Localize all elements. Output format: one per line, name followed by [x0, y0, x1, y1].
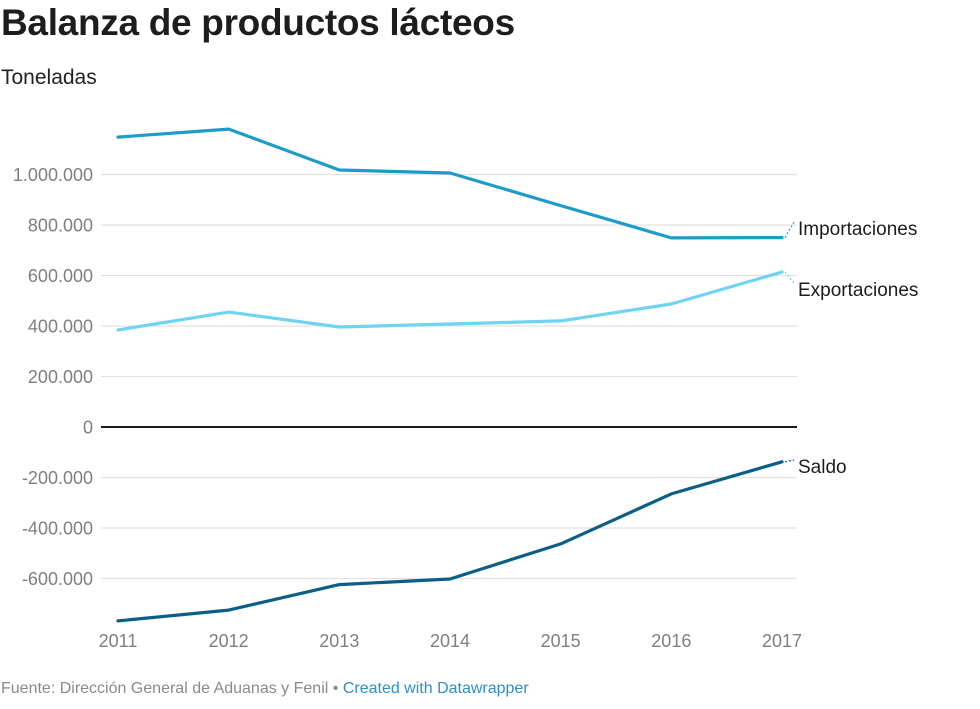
x-tick-label: 2013 [319, 631, 359, 651]
series-line-importaciones [116, 127, 784, 240]
series-line-saldo [116, 460, 784, 623]
x-tick-label: 2016 [651, 631, 691, 651]
gridlines [101, 173, 797, 580]
series-label-saldo: Saldo [798, 457, 847, 478]
chart-subtitle: Toneladas [1, 66, 97, 89]
x-axis-ticks: 2011 2012 2013 2014 2015 2016 2017 [99, 631, 802, 651]
label-connector [784, 459, 795, 463]
x-tick-label: 2011 [99, 631, 138, 651]
footer: Fuente: Dirección General de Aduanas y F… [1, 680, 529, 698]
series-line-exportaciones [116, 270, 784, 332]
y-tick-label: -200.000 [22, 468, 93, 488]
series-labels: Importaciones Exportaciones Saldo [784, 219, 918, 478]
y-tick-label: -600.000 [22, 569, 93, 589]
y-tick-label: 800.000 [28, 216, 93, 236]
x-tick-label: 2014 [430, 631, 470, 651]
label-connector [784, 271, 795, 284]
y-tick-label: 0 [83, 418, 93, 438]
y-axis-ticks: 1.000.000 800.000 600.000 400.000 200.000 0 -2… [13, 165, 93, 589]
series-lines [116, 127, 784, 623]
y-tick-label: -400.000 [22, 519, 93, 539]
label-connector [784, 221, 795, 238]
series-label-importaciones: Importaciones [798, 219, 917, 240]
x-tick-label: 2012 [209, 631, 249, 651]
y-tick-label: 600.000 [28, 266, 93, 286]
series-label-exportaciones: Exportaciones [798, 280, 918, 301]
x-tick-label: 2017 [762, 631, 802, 651]
y-tick-label: 400.000 [28, 317, 93, 337]
footer-separator: • [332, 680, 339, 697]
x-tick-label: 2015 [541, 631, 581, 651]
y-tick-label: 200.000 [28, 367, 93, 387]
source-note: Fuente: Dirección General de Aduanas y F… [1, 680, 329, 697]
chart-title: Balanza de productos lácteos [1, 2, 515, 43]
y-tick-label: 1.000.000 [13, 165, 93, 185]
datawrapper-credit-link[interactable]: Created with Datawrapper [342, 680, 529, 697]
